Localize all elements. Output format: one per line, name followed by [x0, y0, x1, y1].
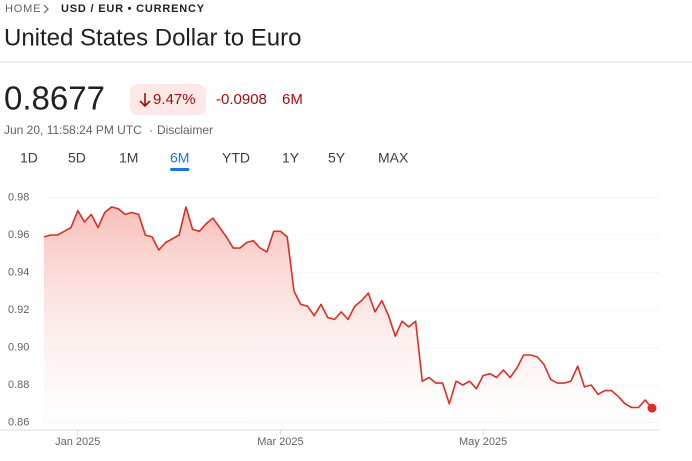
range-tab[interactable]: YTD: [222, 150, 250, 166]
breadcrumb-home[interactable]: HOME: [5, 3, 41, 15]
separator: ·: [149, 123, 153, 137]
page-title: United States Dollar to Euro: [4, 24, 301, 51]
range-tabs: 1D 5D 1M 6M YTD 1Y 5Y MAX: [20, 150, 409, 171]
active-tab-underline: [170, 168, 190, 171]
y-tick-label: 0.96: [8, 229, 29, 241]
range-tab[interactable]: 6M: [170, 150, 189, 166]
range-tab[interactable]: 1M: [119, 150, 138, 166]
price-line: [43, 206, 653, 409]
x-tick-label: Mar 2025: [257, 436, 303, 448]
y-tick-label: 0.92: [8, 304, 29, 316]
range-tab[interactable]: MAX: [378, 150, 409, 166]
breadcrumb-current: USD / EUR • CURRENCY: [61, 3, 205, 15]
range-tab[interactable]: 1Y: [282, 150, 300, 166]
last-point: [647, 403, 657, 413]
timestamp: Jun 20, 11:58:24 PM UTC: [4, 123, 142, 137]
disclaimer-link[interactable]: Disclaimer: [157, 123, 213, 137]
y-tick-label: 0.88: [8, 379, 29, 391]
range-tab[interactable]: 5Y: [328, 150, 346, 166]
range-tab[interactable]: 1D: [20, 150, 38, 166]
down-arrow-icon: [139, 93, 151, 108]
y-tick-label: 0.98: [8, 191, 29, 203]
x-tick-label: May 2025: [459, 436, 507, 448]
change-percent: 9.47%: [153, 91, 196, 108]
change-badge: [130, 84, 206, 115]
chart: 0.86 0.88 0.90 0.92 0.94 0.96 0.98 Jan 2025 Mar …: [0, 191, 660, 448]
change-period: 6M: [282, 91, 303, 108]
range-tab[interactable]: 5D: [68, 150, 86, 166]
price: 0.8677: [4, 80, 105, 117]
change-value: -0.0908: [216, 91, 267, 108]
y-tick-label: 0.86: [8, 416, 29, 428]
y-tick-label: 0.94: [8, 266, 29, 278]
breadcrumb-chevron: [43, 4, 49, 14]
y-tick-label: 0.90: [8, 341, 29, 353]
x-tick-label: Jan 2025: [55, 436, 100, 448]
